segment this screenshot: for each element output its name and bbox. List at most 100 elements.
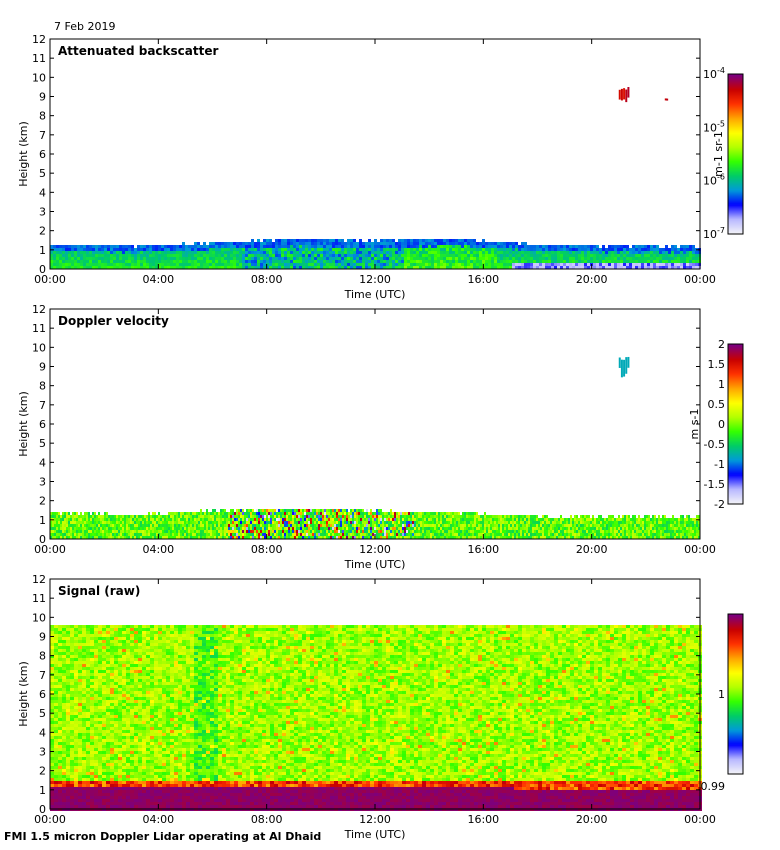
colorbar-label: m s-1 (688, 409, 701, 440)
y-tick-label: 11 (32, 322, 46, 335)
y-tick-label: 10 (32, 341, 46, 354)
y-tick-label: 1 (39, 244, 46, 257)
x-tick-label: 12:00 (359, 543, 391, 556)
y-tick-label: 4 (39, 726, 46, 739)
y-tick-label: 0 (39, 533, 46, 546)
y-tick-label: 6 (39, 688, 46, 701)
y-tick-label: 8 (39, 110, 46, 123)
plot-frame (49, 308, 701, 540)
x-tick-label: 16:00 (467, 543, 499, 556)
y-tick-label: 9 (39, 361, 46, 374)
colorbar-tick-label: -0.5 (704, 438, 725, 451)
x-tick-label: 12:00 (359, 273, 391, 286)
panel-title: Doppler velocity (58, 314, 169, 328)
colorbar-label: m-1 sr-1 (712, 131, 725, 177)
y-axis-label: Height (km) (17, 121, 30, 187)
x-tick-label: 00:00 (34, 543, 66, 556)
y-tick-label: 5 (39, 167, 46, 180)
y-tick-label: 4 (39, 456, 46, 469)
x-axis-label: Time (UTC) (344, 558, 406, 571)
y-tick-label: 12 (32, 33, 46, 46)
colorbar-tick-label: 1.5 (708, 358, 726, 371)
panel-title: Attenuated backscatter (58, 44, 218, 58)
x-tick-label: 20:00 (576, 543, 608, 556)
x-tick-label: 00:00 (34, 273, 66, 286)
y-tick-label: 10 (32, 611, 46, 624)
x-tick-label: 12:00 (359, 813, 391, 826)
colorbar-tick-label: -1.5 (704, 478, 725, 491)
colorbar-tick-label: -1 (714, 458, 725, 471)
colorbar-frame (727, 613, 744, 775)
y-tick-label: 8 (39, 650, 46, 663)
colorbar-tick-label: 10-7 (703, 226, 725, 241)
colorbar-tick-label: 10-6 (703, 173, 725, 188)
x-tick-label: 08:00 (251, 273, 283, 286)
y-axis-label: Height (km) (17, 391, 30, 457)
colorbar-tick-label: 10-4 (703, 66, 725, 81)
colorbar-tick-label: 0.5 (708, 398, 726, 411)
y-tick-label: 6 (39, 418, 46, 431)
colorbar: 10.99 (701, 613, 744, 793)
panel-1: Attenuated backscatter012345678910111200… (17, 33, 744, 301)
x-tick-label: 00:00 (684, 273, 716, 286)
y-tick-label: 5 (39, 437, 46, 450)
y-tick-label: 6 (39, 148, 46, 161)
x-axis-label: Time (UTC) (344, 288, 406, 301)
x-tick-label: 04:00 (142, 543, 174, 556)
x-tick-label: 00:00 (34, 813, 66, 826)
x-tick-label: 00:00 (684, 543, 716, 556)
x-tick-label: 00:00 (684, 813, 716, 826)
y-tick-label: 7 (39, 129, 46, 142)
y-tick-label: 9 (39, 91, 46, 104)
heatmap-area (50, 87, 701, 269)
colorbar: 2 1.5 1 0.5 0 -0.5 -1 -1.5 -2 m s-1 (688, 338, 744, 511)
y-tick-label: 2 (39, 495, 46, 508)
y-tick-label: 3 (39, 206, 46, 219)
colorbar-tick-label: 0.99 (701, 780, 726, 793)
date-label: 7 Feb 2019 (54, 20, 116, 33)
y-tick-label: 12 (32, 573, 46, 586)
plot-frame (49, 38, 701, 270)
y-tick-label: 1 (39, 784, 46, 797)
y-tick-label: 7 (39, 399, 46, 412)
y-tick-label: 11 (32, 52, 46, 65)
colorbar-tick-label: 1 (718, 688, 725, 701)
y-tick-label: 4 (39, 186, 46, 199)
y-tick-label: 3 (39, 476, 46, 489)
colorbar-tick-label: 1 (718, 378, 725, 391)
x-tick-label: 08:00 (251, 813, 283, 826)
y-tick-label: 2 (39, 225, 46, 238)
y-tick-label: 0 (39, 803, 46, 816)
colorbar-frame (727, 343, 744, 505)
panel-title: Signal (raw) (58, 584, 140, 598)
x-tick-label: 20:00 (576, 273, 608, 286)
y-tick-label: 5 (39, 707, 46, 720)
x-tick-label: 04:00 (142, 813, 174, 826)
y-tick-label: 8 (39, 380, 46, 393)
x-tick-label: 04:00 (142, 273, 174, 286)
x-tick-label: 16:00 (467, 273, 499, 286)
x-tick-label: 16:00 (467, 813, 499, 826)
y-tick-label: 2 (39, 765, 46, 778)
x-axis-label: Time (UTC) (344, 828, 406, 841)
footer-caption: FMI 1.5 micron Doppler Lidar operating a… (4, 830, 322, 843)
heatmap-area (50, 625, 702, 811)
y-tick-label: 11 (32, 592, 46, 605)
y-tick-label: 12 (32, 303, 46, 316)
y-tick-label: 7 (39, 669, 46, 682)
colorbar-tick-label: -2 (714, 498, 725, 511)
colorbar-tick-label: 10-5 (703, 119, 725, 134)
colorbar-tick-label: 0 (718, 418, 725, 431)
colorbar: 10-4 10-5 10-6 10-7 m-1 sr-1 (703, 66, 744, 241)
y-tick-label: 10 (32, 71, 46, 84)
colorbar-frame (727, 73, 744, 235)
colorbar-tick-label: 2 (718, 338, 725, 351)
y-axis-label: Height (km) (17, 661, 30, 727)
x-tick-label: 20:00 (576, 813, 608, 826)
y-tick-label: 3 (39, 746, 46, 759)
y-tick-label: 0 (39, 263, 46, 276)
x-tick-label: 08:00 (251, 543, 283, 556)
